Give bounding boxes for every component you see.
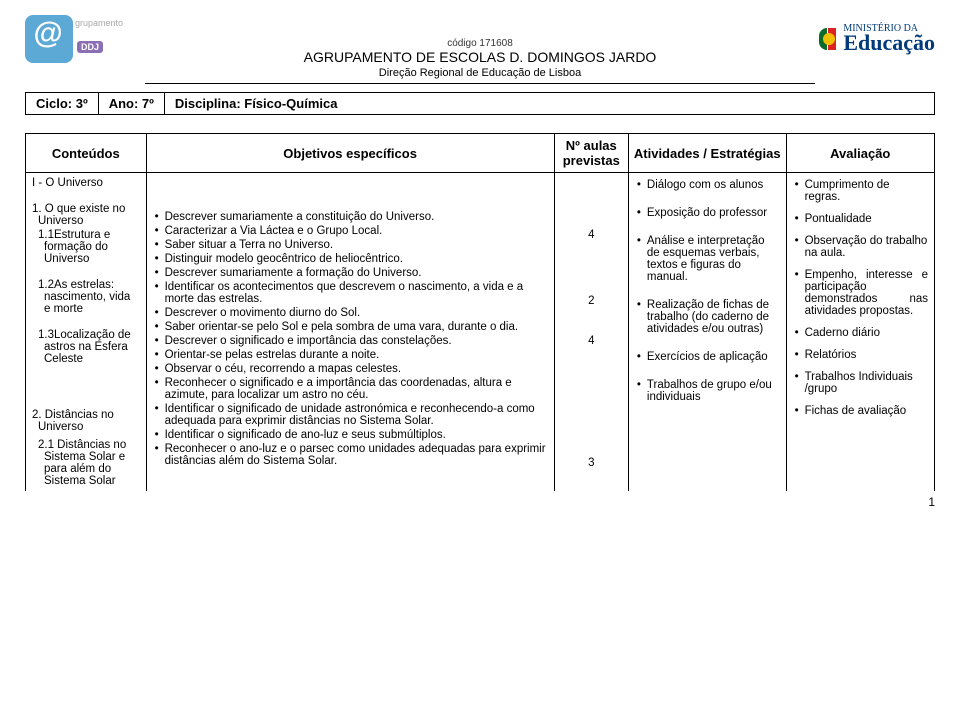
list-item: Exposição do professor	[635, 207, 780, 219]
main-table: Conteúdos Objetivos específicos Nº aulas…	[25, 133, 935, 491]
aulas-num: 2	[561, 295, 622, 307]
agr-title: AGRUPAMENTO DE ESCOLAS D. DOMINGOS JARDO	[25, 49, 935, 65]
list-item: Identificar o significado de ano-luz e s…	[153, 429, 548, 441]
aval-list: Cumprimento de regras. Pontualidade Observ…	[793, 179, 928, 417]
obj-list-1: Descrever sumariamente a constituição do…	[153, 211, 548, 279]
list-item: Trabalhos Individuais /grupo	[793, 371, 928, 395]
list-item: 1.2As estrelas: nascimento, vida e morte	[32, 279, 140, 315]
list-item: Descrever o movimento diurno do Sol.	[153, 307, 548, 319]
list-item: Pontualidade	[793, 213, 928, 225]
cell-aulas: 4 2 4 3	[554, 173, 628, 492]
list-item: 1.3Localização de astros na Esfera Celes…	[32, 329, 140, 365]
logo-left: grupamento DDJ	[25, 15, 123, 63]
page-number: 1	[25, 495, 935, 509]
list-item: Exercícios de aplicação	[635, 351, 780, 363]
obj-list-3: Descrever o movimento diurno do Sol. Sabe…	[153, 307, 548, 401]
list-item: Relatórios	[793, 349, 928, 361]
list-item: Empenho, interesse e participação demons…	[793, 269, 928, 317]
list-item: Saber situar a Terra no Universo.	[153, 239, 548, 251]
list-item: Diálogo com os alunos	[635, 179, 780, 191]
list-item: Trabalhos de grupo e/ou individuais	[635, 379, 780, 403]
cell-conteudos: I - O Universo 1. O que existe no Univer…	[26, 173, 147, 492]
list-item: Identificar os acontecimentos que descre…	[153, 281, 548, 305]
me-main: Educação	[843, 30, 935, 55]
list-item: Descrever sumariamente a formação do Uni…	[153, 267, 548, 279]
grup-label: grupamento DDJ	[75, 25, 123, 53]
info-ano: Ano: 7º	[99, 93, 165, 114]
codigo-text: código 171608	[25, 38, 935, 49]
ddj-badge: DDJ	[77, 41, 103, 53]
list-item: Distinguir modelo geocêntrico de heliocê…	[153, 253, 548, 265]
list-item: Observação do trabalho na aula.	[793, 235, 928, 259]
info-ciclo: Ciclo: 3º	[26, 93, 99, 114]
list-item: Cumprimento de regras.	[793, 179, 928, 203]
grup-text: grupamento	[75, 18, 123, 28]
list-item: Reconhecer o ano-luz e o parsec como uni…	[153, 443, 548, 467]
list-item: Observar o céu, recorrendo a mapas celes…	[153, 363, 548, 375]
list-item: 2.1 Distâncias no Sistema Solar e para a…	[32, 439, 140, 487]
list-item: Caderno diário	[793, 327, 928, 339]
th-objetivos: Objetivos específicos	[146, 134, 554, 173]
at-icon	[25, 15, 73, 63]
list-item: 1. O que existe no Universo	[32, 203, 140, 227]
list-item: Descrever sumariamente a constituição do…	[153, 211, 548, 223]
aulas-num: 3	[561, 457, 622, 469]
list-item: Caracterizar a Via Láctea e o Grupo Loca…	[153, 225, 548, 237]
aulas-num: 4	[561, 229, 622, 241]
th-conteudos: Conteúdos	[26, 134, 147, 173]
list-item: Descrever o significado e importância da…	[153, 335, 548, 347]
list-item: 2. Distâncias no Universo	[32, 409, 140, 433]
cell-atividades: Diálogo com os alunos Exposição do profes…	[628, 173, 786, 492]
list-item: Orientar-se pelas estrelas durante a noi…	[153, 349, 548, 361]
list-item: Fichas de avaliação	[793, 405, 928, 417]
list-item: Realização de fichas de trabalho (do cad…	[635, 299, 780, 335]
list-item: 1.1Estrutura e formação do Universo	[32, 229, 140, 265]
direc-text: Direção Regional de Educação de Lisboa	[25, 67, 935, 79]
cell-objetivos: Descrever sumariamente a constituição do…	[146, 173, 554, 492]
obj-list-2: Identificar os acontecimentos que descre…	[153, 281, 548, 305]
cell-avaliacao: Cumprimento de regras. Pontualidade Observ…	[786, 173, 934, 492]
th-aulas: Nº aulas previstas	[554, 134, 628, 173]
flag-icon	[819, 28, 835, 50]
table-row: I - O Universo 1. O que existe no Univer…	[26, 173, 935, 492]
list-item: Reconhecer o significado e a importância…	[153, 377, 548, 401]
aulas-num: 4	[561, 335, 622, 347]
title-block: código 171608 AGRUPAMENTO DE ESCOLAS D. …	[25, 38, 935, 79]
list-item: Análise e interpretação de esquemas verb…	[635, 235, 780, 283]
info-disc: Disciplina: Físico-Química	[165, 93, 934, 114]
me-text: MINISTÉRIO DA Educação	[843, 23, 935, 56]
table-header: Conteúdos Objetivos específicos Nº aulas…	[26, 134, 935, 173]
hr-line	[145, 83, 815, 84]
logo-right: MINISTÉRIO DA Educação	[819, 23, 935, 56]
th-atividades: Atividades / Estratégias	[628, 134, 786, 173]
obj-list-4: Identificar o significado de unidade ast…	[153, 403, 548, 467]
th-avaliacao: Avaliação	[786, 134, 934, 173]
list-item: Identificar o significado de unidade ast…	[153, 403, 548, 427]
list-item: Saber orientar-se pelo Sol e pela sombra…	[153, 321, 548, 333]
section-title: I - O Universo	[32, 177, 140, 189]
ativ-list: Diálogo com os alunos Exposição do profes…	[635, 179, 780, 403]
info-row: Ciclo: 3º Ano: 7º Disciplina: Físico-Quí…	[25, 92, 935, 115]
